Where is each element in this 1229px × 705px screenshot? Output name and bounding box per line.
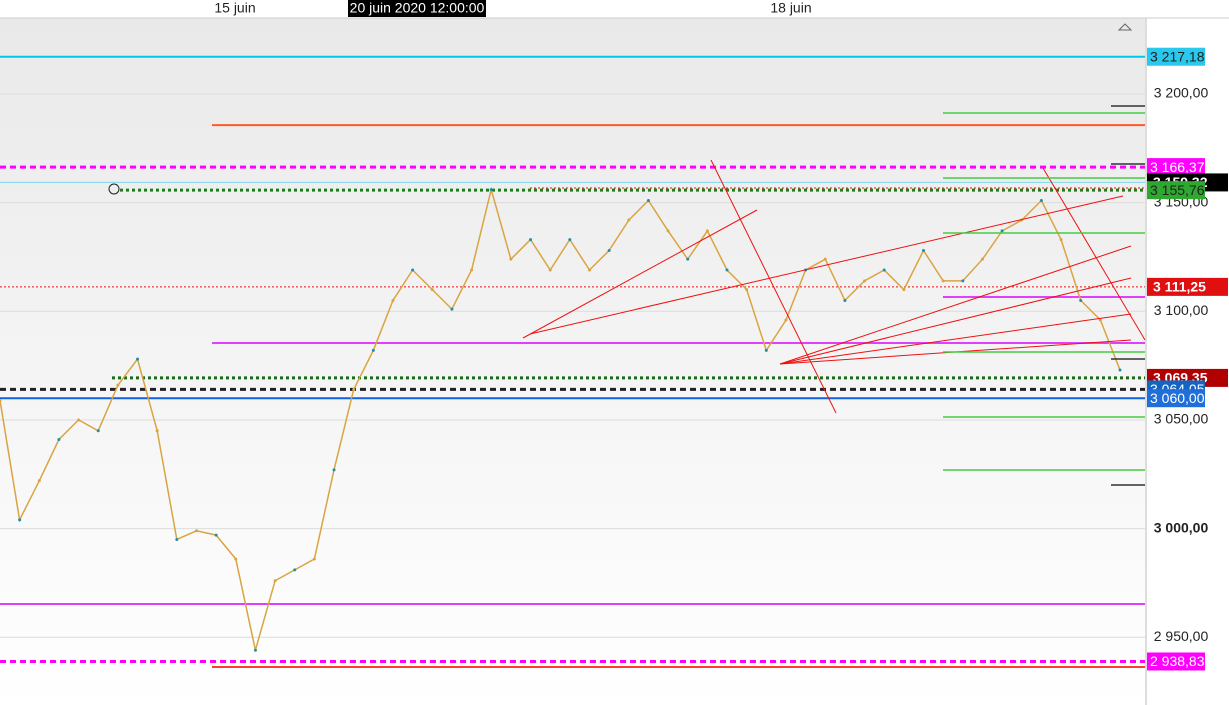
price-point [587, 268, 591, 272]
price-point [155, 429, 159, 433]
price-point [568, 238, 572, 242]
price-point [37, 479, 41, 483]
price-point [18, 518, 22, 522]
price-point [725, 268, 729, 272]
price-point [902, 288, 906, 292]
price-point [194, 529, 198, 533]
price-point [1039, 199, 1043, 203]
price-tag [1147, 158, 1205, 177]
price-point [823, 257, 827, 261]
price-point [548, 268, 552, 272]
price-point [116, 383, 120, 387]
price-point [57, 437, 61, 441]
plot-area [0, 18, 1145, 705]
price-tag-label: 3 111,25 [1153, 279, 1206, 295]
price-tag-label: 3 166,37 [1150, 159, 1205, 175]
price-tag [1147, 47, 1205, 66]
x-tick-label: 15 juin [214, 0, 255, 16]
y-tick-label: 3 050,00 [1154, 411, 1209, 427]
price-point [882, 268, 886, 272]
price-point [509, 257, 513, 261]
price-point [922, 248, 926, 252]
price-point [411, 268, 415, 272]
price-tag-label: 3 060,00 [1150, 390, 1205, 406]
price-point [0, 398, 2, 402]
price-point [175, 537, 179, 541]
anchor-icon[interactable] [108, 183, 120, 195]
price-point [980, 257, 984, 261]
price-point [214, 533, 218, 537]
price-tag-label: 2 938,83 [1150, 653, 1205, 669]
price-point [705, 229, 709, 233]
price-point [784, 318, 788, 322]
price-tag-label: 3 217,18 [1150, 48, 1205, 64]
price-point [312, 557, 316, 561]
y-tick-label: 3 000,00 [1154, 519, 1209, 535]
price-point [450, 307, 454, 311]
price-point [1118, 368, 1122, 372]
price-tag [1147, 277, 1228, 296]
x-tick-label: 18 juin [770, 0, 811, 16]
price-point [863, 279, 867, 283]
price-point [273, 579, 277, 583]
price-point [352, 388, 356, 392]
price-point [253, 648, 257, 652]
price-point [1059, 238, 1063, 242]
price-point [1079, 298, 1083, 302]
crosshair-label-bg [348, 0, 486, 17]
home-icon[interactable] [1117, 23, 1133, 31]
price-tag-label: 3 155,76 [1150, 182, 1205, 198]
price-point [529, 238, 533, 242]
price-point [489, 188, 493, 192]
price-point [332, 468, 336, 472]
price-point [234, 557, 238, 561]
price-point [843, 298, 847, 302]
x-tick-label: 20 juin 2020 12:00:00 [350, 0, 485, 16]
price-tag [1147, 181, 1205, 200]
price-point [430, 288, 434, 292]
price-point [607, 248, 611, 252]
price-point [371, 348, 375, 352]
price-line [0, 186, 1121, 651]
price-point [391, 298, 395, 302]
y-tick-label: 3 200,00 [1154, 85, 1209, 101]
price-point [96, 429, 100, 433]
price-tag [1147, 389, 1205, 408]
price-point [646, 199, 650, 203]
price-tag [1147, 652, 1205, 671]
price-point [293, 568, 297, 572]
drawings [522, 159, 1146, 414]
price-point [136, 357, 140, 361]
price-point [470, 268, 474, 272]
price-point [77, 418, 81, 422]
price-point [1098, 318, 1102, 322]
price-point [764, 348, 768, 352]
price-point [686, 257, 690, 261]
y-tick-label: 3 100,00 [1154, 302, 1209, 318]
price-point [666, 229, 670, 233]
price-point [745, 288, 749, 292]
price-point [627, 218, 631, 222]
price-point [961, 279, 965, 283]
price-point [941, 279, 945, 283]
price-point [1000, 229, 1004, 233]
y-tick-label: 2 950,00 [1154, 628, 1209, 644]
right-levels [943, 105, 1145, 486]
